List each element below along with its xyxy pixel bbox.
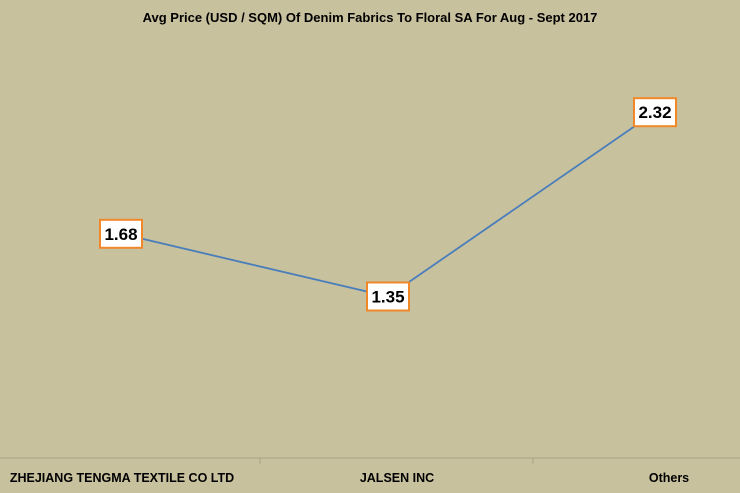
data-label-box	[633, 97, 677, 128]
data-label-box	[366, 281, 410, 312]
series-line	[120, 111, 656, 298]
data-label-text: 1.68	[104, 225, 137, 244]
x-axis-tick-labels: ZHEJIANG TENGMA TEXTILE CO LTD JALSEN INC…	[10, 471, 689, 485]
x-tick-label: ZHEJIANG TENGMA TEXTILE CO LTD	[10, 471, 234, 485]
series-group	[120, 111, 656, 298]
data-label: 1.35	[366, 281, 410, 312]
chart-title: Avg Price (USD / SQM) Of Denim Fabrics T…	[143, 10, 598, 25]
x-axis-ticks	[259, 458, 534, 464]
data-label-text: 1.35	[371, 288, 404, 307]
data-label-box	[99, 218, 143, 249]
data-label: 2.32	[633, 97, 677, 128]
x-tick-label: Others	[649, 471, 689, 485]
x-tick-label: JALSEN INC	[360, 471, 434, 485]
data-labels: 1.68 1.35 2.32	[99, 97, 677, 312]
data-label-text: 2.32	[638, 103, 671, 122]
data-label: 1.68	[99, 218, 143, 249]
